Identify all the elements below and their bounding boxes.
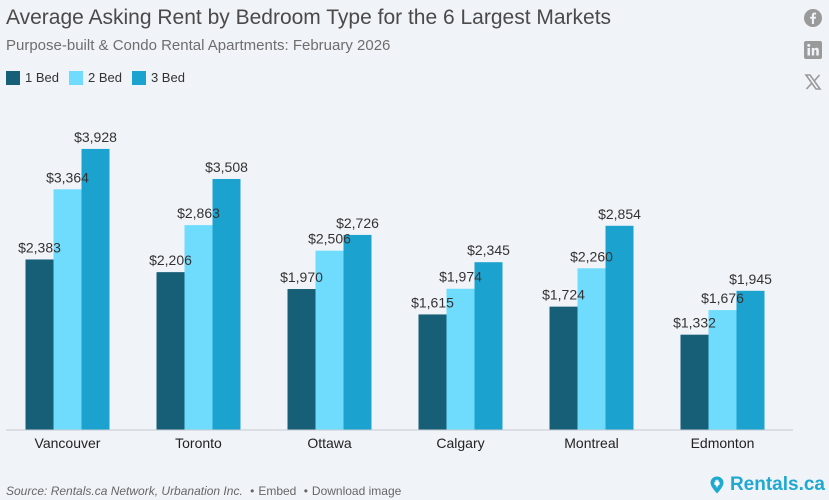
bar-toronto-3-bed[interactable] xyxy=(212,178,241,430)
legend-swatch-1-bed xyxy=(6,70,20,85)
x-tick-labels-layer: Vancouver Toronto Ottawa Calgary Montreal Edm… xyxy=(35,435,755,451)
data-label-edmonton-2-bed: $1,676 xyxy=(701,290,744,306)
bar-ottawa-3-bed[interactable] xyxy=(343,234,372,430)
bar-ottawa-1-bed[interactable] xyxy=(287,289,316,430)
social-share-bar xyxy=(803,8,823,92)
legend-label-3-bed: 3 Bed xyxy=(150,70,185,85)
bar-vancouver-3-bed[interactable] xyxy=(81,148,110,430)
bar-montreal-1-bed[interactable] xyxy=(549,306,578,430)
x-tick-toronto: Toronto xyxy=(175,435,222,451)
data-label-ottawa-1-bed: $1,970 xyxy=(280,269,323,285)
chart-title: Average Asking Rent by Bedroom Type for … xyxy=(6,6,612,29)
x-tick-vancouver: Vancouver xyxy=(35,435,101,451)
data-label-montreal-1-bed: $1,724 xyxy=(542,287,585,303)
chart-subtitle: Purpose-built & Condo Rental Apartments:… xyxy=(6,37,391,54)
data-label-montreal-2-bed: $2,260 xyxy=(570,248,613,264)
bar-montreal-3-bed[interactable] xyxy=(605,225,634,430)
brand-name: Rentals.ca xyxy=(729,474,825,495)
facebook-icon[interactable] xyxy=(803,8,823,28)
data-label-ottawa-3-bed: $2,726 xyxy=(336,215,379,231)
bar-calgary-1-bed[interactable] xyxy=(418,314,447,430)
data-label-toronto-3-bed: $3,508 xyxy=(205,159,248,175)
footer: Source: Rentals.ca Network, Urbanation I… xyxy=(6,484,401,498)
data-label-montreal-3-bed: $2,854 xyxy=(598,206,641,222)
data-labels-layer: $2,383 $3,364 $3,928 $2,206 $2,863 $3,508 $1,9… xyxy=(18,129,772,331)
legend-item-2-bed[interactable]: 2 Bed xyxy=(68,70,122,85)
bar-toronto-1-bed[interactable] xyxy=(156,272,185,430)
data-label-edmonton-3-bed: $1,945 xyxy=(729,271,772,287)
data-label-calgary-3-bed: $2,345 xyxy=(467,242,510,258)
bar-montreal-2-bed[interactable] xyxy=(577,268,606,430)
data-label-vancouver-3-bed: $3,928 xyxy=(74,129,117,145)
x-tick-calgary: Calgary xyxy=(436,435,484,451)
source-note: Source: Rentals.ca Network, Urbanation I… xyxy=(6,484,243,498)
download-image-link[interactable]: Download image xyxy=(311,484,402,498)
bar-edmonton-2-bed[interactable] xyxy=(708,310,737,430)
brand-logo[interactable]: Rentals.ca xyxy=(707,474,825,496)
bar-edmonton-3-bed[interactable] xyxy=(736,290,765,430)
legend: 1 Bed 2 Bed 3 Bed xyxy=(6,70,185,85)
legend-label-1-bed: 1 Bed xyxy=(25,70,59,85)
data-label-toronto-2-bed: $2,863 xyxy=(177,205,220,221)
legend-item-1-bed[interactable]: 1 Bed xyxy=(6,70,59,85)
bar-edmonton-1-bed[interactable] xyxy=(680,334,709,430)
legend-swatch-2-bed xyxy=(68,70,83,85)
bar-vancouver-2-bed[interactable] xyxy=(53,189,82,430)
footer-separator: • xyxy=(250,484,255,498)
x-icon[interactable] xyxy=(803,72,823,92)
data-label-toronto-1-bed: $2,206 xyxy=(149,252,192,268)
bar-vancouver-1-bed[interactable] xyxy=(25,259,54,430)
bar-calgary-2-bed[interactable] xyxy=(446,288,475,430)
data-label-vancouver-2-bed: $3,364 xyxy=(46,169,89,185)
linkedin-icon[interactable] xyxy=(803,40,823,60)
bar-toronto-2-bed[interactable] xyxy=(184,225,213,430)
data-label-edmonton-1-bed: $1,332 xyxy=(673,315,716,331)
bar-calgary-3-bed[interactable] xyxy=(474,262,503,430)
legend-label-2-bed: 2 Bed xyxy=(87,70,122,85)
x-tick-ottawa: Ottawa xyxy=(307,435,352,451)
data-label-calgary-1-bed: $1,615 xyxy=(411,294,454,310)
embed-link[interactable]: Embed xyxy=(258,484,297,498)
data-label-vancouver-1-bed: $2,383 xyxy=(18,239,61,255)
x-tick-edmonton: Edmonton xyxy=(691,435,755,451)
legend-swatch-3-bed xyxy=(131,70,146,85)
x-tick-montreal: Montreal xyxy=(564,435,618,451)
legend-item-3-bed[interactable]: 3 Bed xyxy=(131,70,185,85)
bar-ottawa-2-bed[interactable] xyxy=(315,250,344,430)
footer-separator: • xyxy=(303,484,308,498)
data-label-calgary-2-bed: $1,974 xyxy=(439,269,482,285)
maple-leaf-icon xyxy=(710,476,724,494)
bars-layer xyxy=(25,148,765,430)
data-label-ottawa-2-bed: $2,506 xyxy=(308,231,351,247)
